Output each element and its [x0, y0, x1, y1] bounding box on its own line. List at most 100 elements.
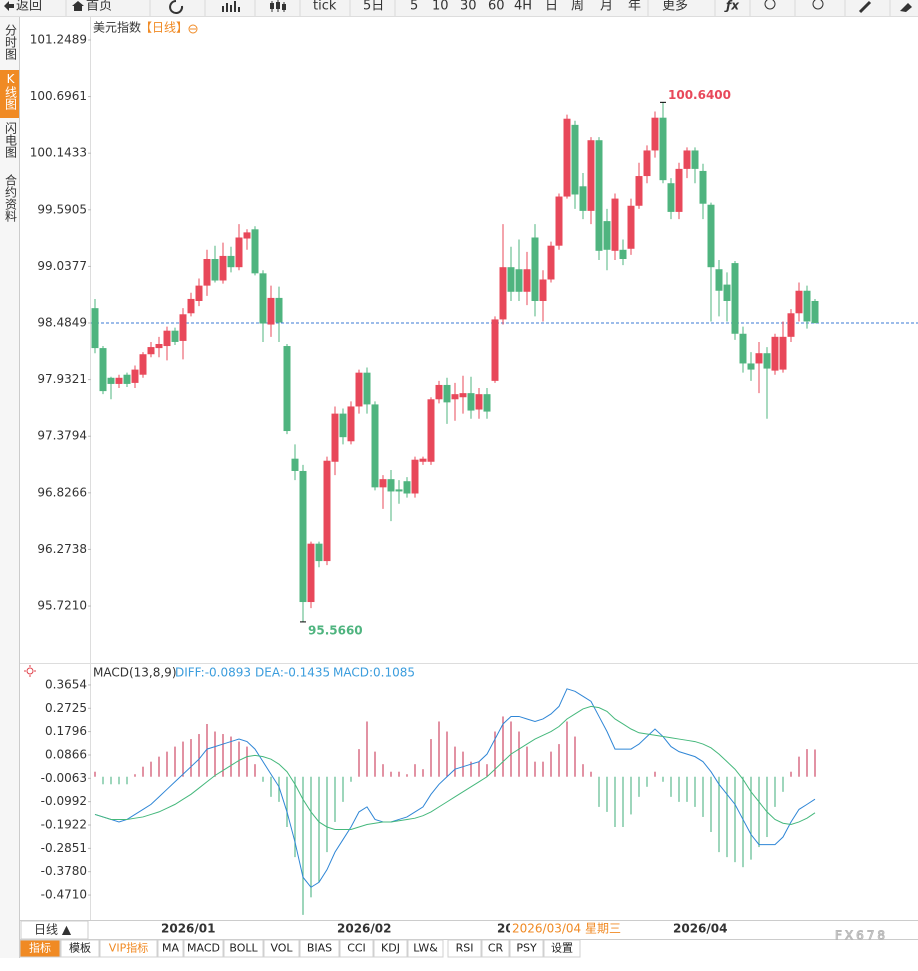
indicator-tab[interactable]: 模板	[69, 941, 91, 955]
candle-body	[299, 470, 307, 603]
toolbar-item[interactable]: 首页	[86, 0, 112, 14]
y-tick-label: -0.0063	[41, 771, 87, 785]
eraser-icon[interactable]	[900, 3, 912, 12]
toolbar-item[interactable]: 年	[628, 0, 641, 14]
candle-body	[763, 353, 771, 369]
indicator-tab[interactable]: 设置	[551, 942, 573, 955]
sidebar-tab[interactable]: K线图	[4, 72, 18, 110]
toolbar-item[interactable]: 4H	[514, 0, 532, 14]
candle-body	[163, 330, 171, 347]
x-tick-label: 2026/02	[337, 922, 391, 936]
indicator-tab[interactable]: BIAS	[307, 942, 332, 955]
candle-body	[507, 267, 515, 292]
sidebar-tab[interactable]: 合约资料	[4, 173, 18, 222]
period-box[interactable]	[20, 920, 89, 940]
candle-body	[499, 267, 507, 320]
toolbar-item[interactable]: 日	[545, 0, 558, 14]
indicator-tab[interactable]: VIP指标	[109, 941, 148, 955]
tab-box[interactable]	[99, 939, 158, 958]
y-tick-label: 0.2725	[45, 701, 87, 715]
toolbar-item[interactable]: 60	[488, 0, 505, 14]
indicator-tab[interactable]: KDJ	[381, 942, 400, 955]
tab-box[interactable]	[60, 939, 100, 958]
tab-box[interactable]	[447, 939, 482, 958]
y-tick-label: 97.9321	[37, 372, 87, 386]
candle-body	[139, 354, 147, 375]
tab-box[interactable]	[509, 939, 544, 958]
y-tick-label: -0.0992	[41, 794, 87, 808]
y-tick-label: 96.2738	[37, 542, 87, 556]
candle-body	[771, 336, 779, 371]
indicator-tab[interactable]: RSI	[456, 942, 474, 955]
indicator-tab[interactable]: VOL	[270, 942, 293, 955]
tab-box[interactable]	[299, 939, 340, 958]
tab-box[interactable]	[339, 939, 374, 958]
candle-body	[427, 399, 435, 462]
candle-body	[387, 479, 395, 492]
candle-body	[579, 186, 587, 211]
macd-title: MACD(13,8,9)	[93, 666, 177, 680]
tab-box[interactable]	[543, 939, 581, 958]
candle-body	[179, 314, 187, 341]
y-tick-label: 100.1433	[30, 146, 87, 160]
tab-box[interactable]	[481, 939, 510, 958]
candle-body	[107, 377, 115, 384]
candle-body	[803, 290, 811, 322]
indicator-tab[interactable]: BOLL	[229, 942, 258, 955]
indicator-icon[interactable]	[26, 667, 34, 675]
tab-box[interactable]	[373, 939, 408, 958]
toolbar-item[interactable]: 周	[571, 0, 584, 14]
candle-body	[483, 394, 491, 412]
toolbar-item[interactable]: 30	[460, 0, 477, 14]
toolbar-item[interactable]: 5	[410, 0, 418, 14]
indicator-tab[interactable]: CR	[488, 942, 504, 955]
collapse-icon[interactable]	[188, 24, 198, 34]
tab-box[interactable]	[407, 939, 444, 958]
indicator-tab[interactable]: CCI	[347, 942, 366, 955]
y-tick-label: 98.4849	[37, 316, 87, 330]
sidebar-tab[interactable]: 分时图	[4, 24, 18, 60]
candle-body	[459, 393, 467, 398]
candle-body	[451, 394, 459, 400]
tab-box[interactable]	[157, 939, 184, 958]
candle-body	[267, 297, 275, 325]
x-tick-label: 2026/01	[161, 922, 215, 936]
crosshair-box	[510, 921, 626, 938]
toolbar-item[interactable]: 10	[432, 0, 449, 14]
period-label[interactable]: 日线 ▲	[34, 923, 72, 937]
toolbar-item[interactable]: 月	[600, 0, 613, 14]
candle-body	[371, 404, 379, 488]
candle-body	[611, 198, 619, 251]
x-tick-label: 2026/04	[673, 922, 727, 936]
chart-subtitle: 【日线】	[140, 21, 188, 35]
toolbar-item[interactable]: 更多	[662, 0, 688, 14]
indicator-tab[interactable]: MACD	[187, 942, 220, 955]
candle-body	[211, 259, 219, 281]
zoom-out-icon[interactable]	[764, 0, 776, 10]
tab-box[interactable]	[19, 939, 61, 958]
y-tick-label: 97.3794	[37, 429, 87, 443]
indicator-tab[interactable]: MA	[162, 942, 179, 955]
toolbar-item[interactable]: 返回	[16, 0, 42, 14]
candle-body	[355, 372, 363, 407]
candle-body	[795, 290, 803, 314]
sidebar-tab[interactable]: 闪电图	[4, 122, 18, 158]
indicator-tab[interactable]: 指标	[29, 941, 51, 955]
toolbar-item[interactable]: 5日	[363, 0, 384, 14]
candle-body	[123, 374, 131, 384]
toolbar-item[interactable]: tick	[313, 0, 337, 14]
candle-body	[675, 168, 683, 212]
indicator-icon[interactable]	[24, 665, 36, 677]
zoom-in-icon[interactable]	[812, 0, 824, 10]
indicator-tab[interactable]: PSY	[516, 942, 537, 955]
candle-body	[403, 481, 411, 494]
fx-icon[interactable]: ƒx	[724, 0, 740, 13]
candle-body	[635, 176, 643, 206]
tab-box[interactable]	[183, 939, 224, 958]
pen-icon[interactable]	[858, 0, 872, 14]
candle-body	[131, 369, 139, 383]
indicator-tab[interactable]: LW&	[413, 942, 438, 955]
tab-box[interactable]	[223, 939, 264, 958]
tab-box[interactable]	[263, 939, 300, 958]
candle-body	[219, 255, 227, 281]
